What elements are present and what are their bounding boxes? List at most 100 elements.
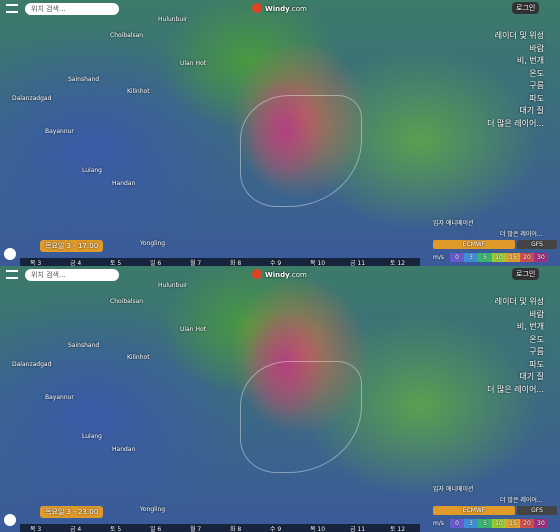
day-label[interactable]: 금 11 <box>350 260 366 266</box>
place-label: Lulang <box>82 167 102 174</box>
model-button[interactable]: ECMWF <box>433 240 515 249</box>
scale-stop: 0 <box>450 519 464 528</box>
day-label[interactable]: 월 7 <box>190 260 202 266</box>
units-label: m/s <box>433 254 444 261</box>
place-label: Bayannur <box>45 128 74 135</box>
brand-suffix: .com <box>289 271 307 279</box>
layer-item[interactable]: 레이더 및 위성 <box>494 31 544 40</box>
play-button[interactable] <box>4 248 16 260</box>
scale-stop: 5 <box>478 253 492 262</box>
day-label[interactable]: 일 6 <box>150 526 162 532</box>
time-label: 목요일 3 - 17:00 <box>40 240 104 252</box>
place-label: Bayannur <box>45 394 74 401</box>
layer-item[interactable]: 온도 <box>529 334 544 344</box>
layer-item[interactable]: 비, 번개 <box>516 56 544 65</box>
scale-stop: 10 <box>492 519 506 528</box>
day-label[interactable]: 일 6 <box>150 260 162 266</box>
scale-stop: 30 <box>534 253 548 262</box>
place-label: Kilinhot <box>127 354 150 361</box>
place-label: Choibalsan <box>110 32 144 39</box>
layer-item[interactable]: 파도 <box>529 359 544 369</box>
search-box[interactable]: 위치 검색... <box>25 269 119 281</box>
day-label[interactable]: 토 12 <box>390 526 406 532</box>
day-label[interactable]: 수 9 <box>270 526 282 532</box>
brand: Windy <box>265 271 290 279</box>
logo-mark <box>252 269 262 279</box>
layer-item[interactable]: 대기 질 <box>519 372 544 381</box>
scale-stop: 3 <box>464 519 478 528</box>
brand: Windy <box>265 5 290 13</box>
day-label[interactable]: 금 4 <box>70 526 82 532</box>
place-label: Lulang <box>82 433 102 440</box>
day-label[interactable]: 목 3 <box>30 260 42 266</box>
timeline <box>20 258 420 266</box>
day-label[interactable]: 금 4 <box>70 260 82 266</box>
layer-item[interactable]: 더 많은 레이어... <box>487 118 544 128</box>
coastline <box>240 95 362 207</box>
day-label[interactable]: 목 10 <box>310 526 326 532</box>
layer-item[interactable]: 온도 <box>529 68 544 78</box>
layer-item[interactable]: 더 많은 레이어... <box>487 384 544 394</box>
place-label: Yongling <box>140 506 166 513</box>
model-button[interactable]: GFS <box>517 240 557 249</box>
map-panel[interactable]: Hulunbuir Choibalsan Ulan Hot Sainshand Kili… <box>0 266 560 532</box>
layer-item[interactable]: 비, 번개 <box>516 322 544 331</box>
day-label[interactable]: 목 3 <box>30 526 42 532</box>
login-button[interactable]: 로그인 <box>512 2 540 14</box>
timeline <box>20 524 420 532</box>
place-label: Hulunbuir <box>158 282 188 289</box>
place-label: Hulunbuir <box>158 16 188 23</box>
more-layers-button[interactable]: 더 많은 레이어... <box>500 497 543 504</box>
search-box[interactable]: 위치 검색... <box>25 3 119 15</box>
map-panel[interactable]: Hulunbuir Choibalsan Ulan Hot Sainshand Kili… <box>0 0 560 266</box>
scale-stop: 20 <box>520 253 534 262</box>
logo: Windy.com <box>252 1 307 14</box>
layer-item[interactable]: 구름 <box>529 347 544 356</box>
units-label: m/s <box>433 520 444 527</box>
scale-stop: 30 <box>534 519 548 528</box>
place-label: Choibalsan <box>110 298 144 305</box>
place-label: Sainshand <box>68 76 100 83</box>
more-layers-button[interactable]: 더 많은 레이어... <box>500 231 543 238</box>
place-label: Kilinhot <box>127 88 150 95</box>
particles-toggle[interactable]: 입자 애니메이션 <box>433 220 474 227</box>
day-label[interactable]: 금 11 <box>350 526 366 532</box>
day-label[interactable]: 토 5 <box>110 260 122 266</box>
layer-item[interactable]: 바람 <box>529 309 544 319</box>
place-label: Ulan Hot <box>180 60 206 67</box>
particles-toggle[interactable]: 입자 애니메이션 <box>433 486 474 493</box>
time-label: 목요일 3 - 23:00 <box>40 506 104 518</box>
day-label[interactable]: 화 8 <box>230 526 242 532</box>
place-label: Handan <box>112 180 136 187</box>
day-label[interactable]: 화 8 <box>230 260 242 266</box>
place-label: Ulan Hot <box>180 326 206 333</box>
layer-item[interactable]: 파도 <box>529 93 544 103</box>
play-button[interactable] <box>4 514 16 526</box>
day-label[interactable]: 토 12 <box>390 260 406 266</box>
day-label[interactable]: 토 5 <box>110 526 122 532</box>
brand-suffix: .com <box>289 5 307 13</box>
scale-stop: 15 <box>506 519 520 528</box>
coastline <box>240 361 362 473</box>
scale-stop: 10 <box>492 253 506 262</box>
day-label[interactable]: 수 9 <box>270 260 282 266</box>
layer-item[interactable]: 레이더 및 위성 <box>494 297 544 306</box>
scale-stop: 0 <box>450 253 464 262</box>
scale-stop: 5 <box>478 519 492 528</box>
layer-item[interactable]: 바람 <box>529 43 544 53</box>
place-label: Handan <box>112 446 136 453</box>
scale-stop: 3 <box>464 253 478 262</box>
logo: Windy.com <box>252 267 307 280</box>
place-label: Dalanzadgad <box>12 361 52 368</box>
logo-mark <box>252 3 262 13</box>
day-label[interactable]: 목 10 <box>310 260 326 266</box>
layer-item[interactable]: 대기 질 <box>519 106 544 115</box>
layer-item[interactable]: 구름 <box>529 81 544 90</box>
login-button[interactable]: 로그인 <box>512 268 540 280</box>
model-button[interactable]: GFS <box>517 506 557 515</box>
model-button[interactable]: ECMWF <box>433 506 515 515</box>
menu-icon[interactable] <box>6 270 18 279</box>
menu-icon[interactable] <box>6 4 18 13</box>
day-label[interactable]: 월 7 <box>190 526 202 532</box>
